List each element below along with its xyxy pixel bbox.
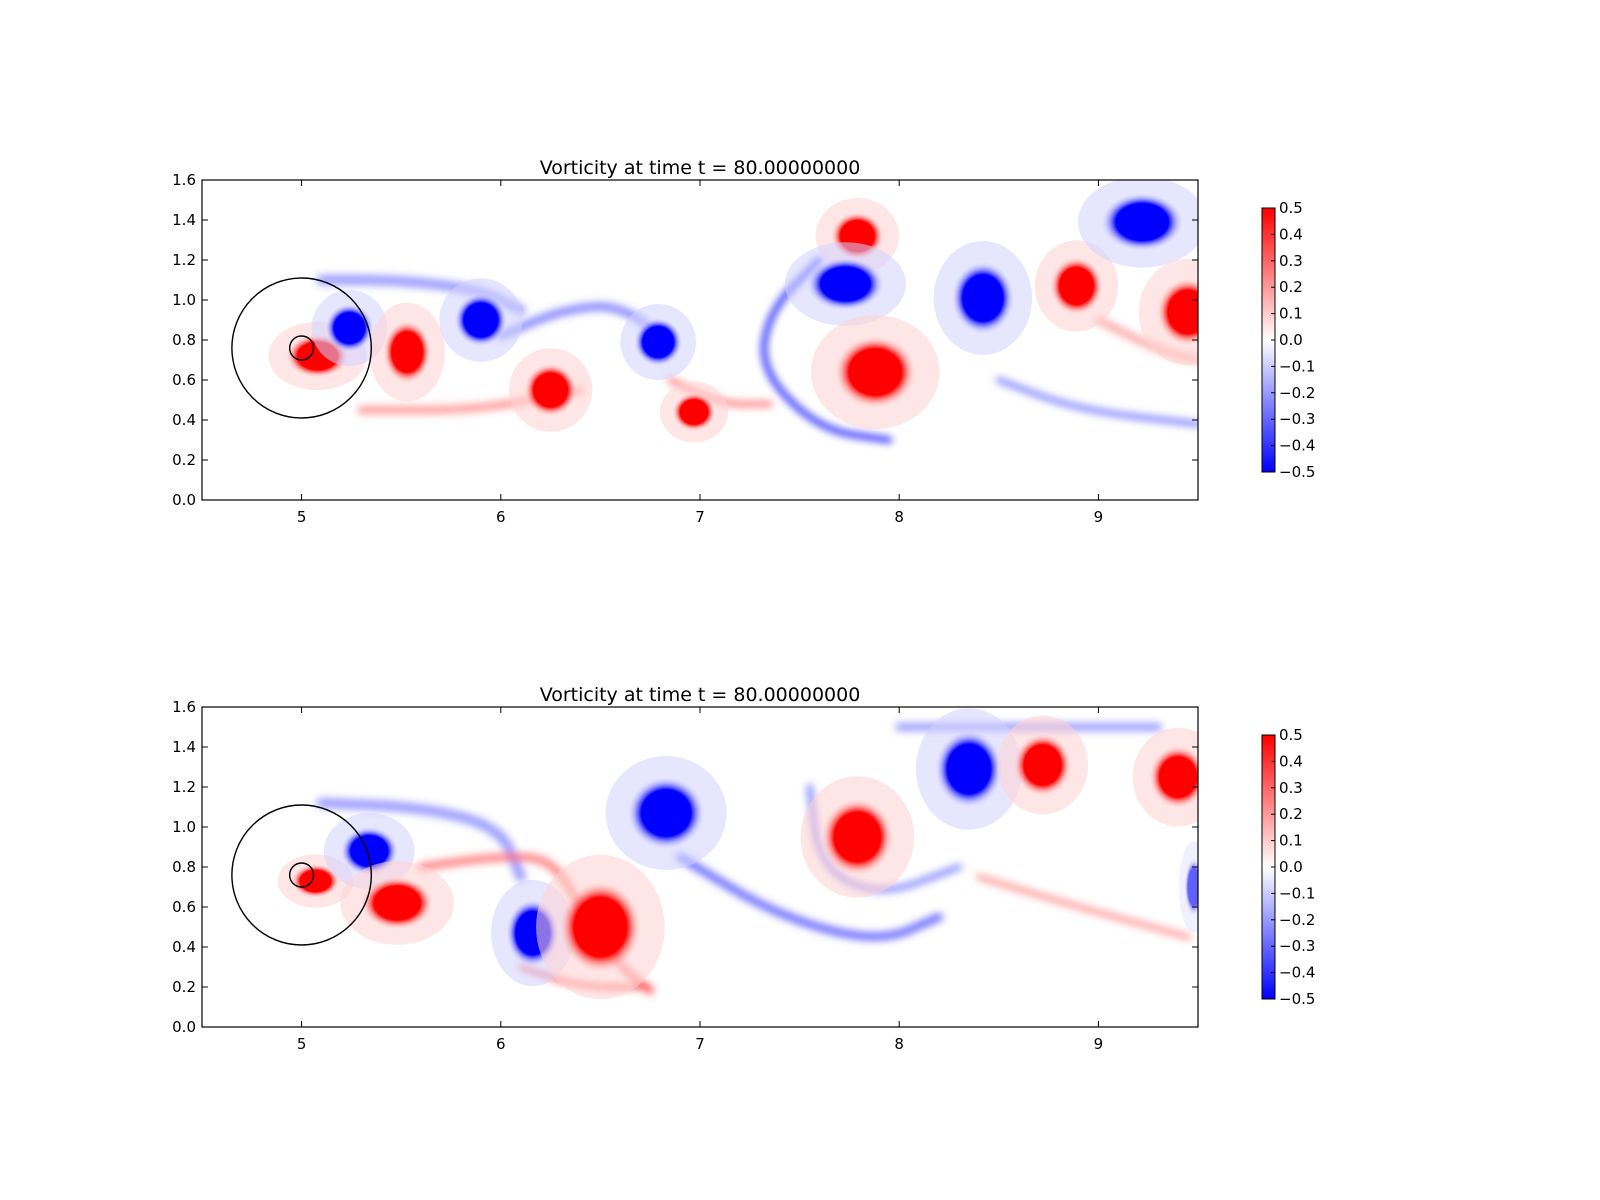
positive-vortex xyxy=(671,392,717,432)
negative-vortex xyxy=(453,292,509,348)
heatmap-field xyxy=(202,707,1198,1027)
positive-vortex xyxy=(382,319,433,385)
x-tick-label: 7 xyxy=(695,508,705,526)
colorbar-tick-label: −0.4 xyxy=(1279,437,1315,455)
positive-vortex xyxy=(290,863,341,899)
colorbar-tick-label: 0.2 xyxy=(1279,278,1303,296)
y-tick-label: 1.2 xyxy=(172,778,196,796)
panel-title: Vorticity at time t = 80.00000000 xyxy=(540,684,861,706)
negative-vortex xyxy=(934,729,1004,809)
x-axis: 5 6 7 8 9 xyxy=(297,180,1103,526)
colorbar-tick-label: 0.1 xyxy=(1279,832,1303,850)
reference-circles xyxy=(231,804,373,946)
reference-circle xyxy=(288,862,315,888)
positive-vortex xyxy=(1148,744,1198,810)
y-tick-label: 1.6 xyxy=(172,698,196,716)
positive-vortex xyxy=(558,879,643,975)
y-tick-label: 0.2 xyxy=(172,451,196,469)
y-tick-label: 0.8 xyxy=(172,858,196,876)
colorbar-tick-label: −0.1 xyxy=(1279,357,1315,375)
positive-vortex xyxy=(1155,277,1198,347)
y-tick-label: 0.8 xyxy=(172,331,196,349)
y-tick-label: 1.2 xyxy=(172,251,196,269)
x-tick-label: 9 xyxy=(1094,1035,1104,1053)
x-tick-label: 7 xyxy=(695,1035,705,1053)
vorticity-streak xyxy=(676,853,944,941)
vorticity-streak xyxy=(995,377,1198,427)
reference-circle xyxy=(231,277,373,419)
colorbar-tick-label: −0.4 xyxy=(1279,964,1315,982)
heatmap-field xyxy=(202,180,1198,500)
y-tick-label: 1.6 xyxy=(172,171,196,189)
colorbar-ticks: 0.5 0.4 0.3 0.2 0.1 0.0 −0.1 −0.2 −0.3 −0.4 −0.5 xyxy=(1271,726,1315,1008)
colorbar-ticks: 0.5 0.4 0.3 0.2 0.1 0.0 −0.1 −0.2 −0.3 −0.4 −0.5 xyxy=(1271,199,1315,481)
positive-vortex xyxy=(523,362,578,418)
colorbar-tick-label: 0.5 xyxy=(1279,199,1303,217)
x-tick-label: 6 xyxy=(496,508,506,526)
negative-vortex xyxy=(633,317,684,367)
negative-vortex xyxy=(950,260,1016,336)
reference-circle xyxy=(288,335,315,361)
colorbar-tick-label: 0.2 xyxy=(1279,805,1303,823)
colorbar: 0.5 0.4 0.3 0.2 0.1 0.0 −0.1 −0.2 −0.3 −0.4 −0.5 xyxy=(1261,199,1315,481)
y-tick-label: 1.4 xyxy=(172,211,196,229)
y-tick-label: 0.2 xyxy=(172,978,196,996)
colorbar-tick-label: −0.2 xyxy=(1279,911,1315,929)
vorticity-streak xyxy=(975,874,1192,940)
reference-circle xyxy=(231,804,373,946)
colorbar-tick-label: −0.5 xyxy=(1279,463,1315,481)
negative-vortex xyxy=(626,775,706,851)
negative-vortex xyxy=(324,303,375,353)
x-tick-label: 5 xyxy=(297,1035,307,1053)
colorbar-tick-label: −0.2 xyxy=(1279,384,1315,402)
vorticity-vortices xyxy=(268,180,1198,443)
vorticity-vortices xyxy=(277,708,1198,1000)
colorbar-tick-label: 0.0 xyxy=(1279,858,1303,876)
x-tick-label: 5 xyxy=(297,508,307,526)
colorbar-tick-label: 0.1 xyxy=(1279,305,1303,323)
y-axis: 0.0 0.2 0.4 0.6 0.8 1.0 1.2 1.4 1.6 xyxy=(172,171,1198,509)
colorbar-tick-label: 0.5 xyxy=(1279,726,1303,744)
y-tick-label: 0.4 xyxy=(172,938,196,956)
y-tick-label: 1.4 xyxy=(172,738,196,756)
colorbar-tick-label: 0.4 xyxy=(1279,752,1303,770)
negative-vortex xyxy=(805,256,886,312)
x-tick-label: 8 xyxy=(894,1035,904,1053)
x-tick-label: 9 xyxy=(1094,508,1104,526)
vorticity-streak xyxy=(316,798,526,882)
positive-vortex xyxy=(832,334,918,410)
y-tick-label: 0.6 xyxy=(172,371,196,389)
positive-vortex xyxy=(820,797,895,877)
colorbar-tick-label: 0.3 xyxy=(1279,252,1303,270)
positive-vortex xyxy=(359,875,435,931)
negative-vortex xyxy=(1184,857,1198,917)
colorbar-tick-label: 0.3 xyxy=(1279,779,1303,797)
y-tick-label: 1.0 xyxy=(172,818,196,836)
positive-vortex xyxy=(1012,732,1073,798)
reference-circles xyxy=(231,277,373,419)
colorbar-tick-label: 0.4 xyxy=(1279,225,1303,243)
x-tick-label: 8 xyxy=(894,508,904,526)
y-tick-label: 0.4 xyxy=(172,411,196,429)
y-tick-label: 1.0 xyxy=(172,291,196,309)
colorbar-tick-label: −0.3 xyxy=(1279,410,1315,428)
colorbar-tick-label: 0.0 xyxy=(1279,331,1303,349)
x-tick-label: 6 xyxy=(496,1035,506,1053)
y-tick-label: 0.0 xyxy=(172,1018,196,1036)
colorbar-tick-label: −0.1 xyxy=(1279,884,1315,902)
y-tick-label: 0.0 xyxy=(172,491,196,509)
y-tick-label: 0.6 xyxy=(172,898,196,916)
y-axis: 0.0 0.2 0.4 0.6 0.8 1.0 1.2 1.4 1.6 xyxy=(172,698,1198,1036)
colorbar-tick-label: −0.3 xyxy=(1279,937,1315,955)
panel-title: Vorticity at time t = 80.00000000 xyxy=(540,157,861,179)
positive-vortex xyxy=(1049,256,1104,316)
colorbar-tick-label: −0.5 xyxy=(1279,990,1315,1008)
negative-vortex xyxy=(1099,192,1185,252)
x-axis: 5 6 7 8 9 xyxy=(297,707,1103,1053)
colorbar: 0.5 0.4 0.3 0.2 0.1 0.0 −0.1 −0.2 −0.3 −0.4 −0.5 xyxy=(1261,726,1315,1008)
